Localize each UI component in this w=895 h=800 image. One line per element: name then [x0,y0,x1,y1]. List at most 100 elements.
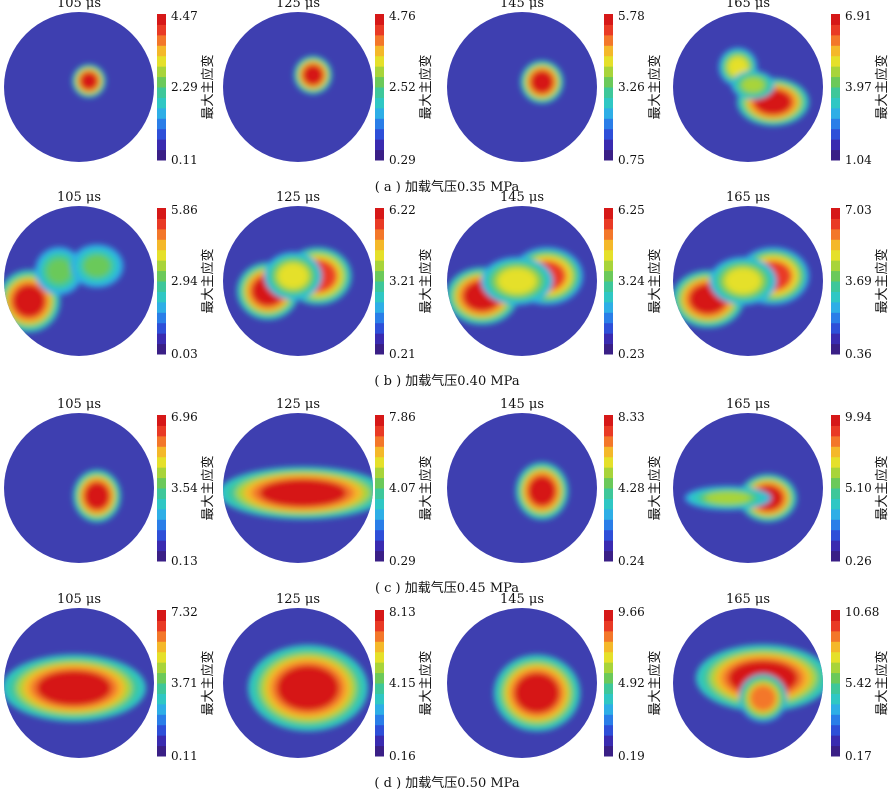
colorbar-segment [831,529,840,541]
colorbar-segment [831,693,840,705]
colorbar-segment [831,66,840,78]
strain-panel: 145 μs 9.66 4.92 0.19 最大主应变 [447,592,663,763]
colorbar-segment [157,714,166,726]
colorbar-segment [604,435,613,447]
colorbar-segment [157,107,166,119]
colorbar-segment [831,45,840,57]
colorbar-segment [831,630,840,642]
colorbar-segment [831,218,840,230]
colorbar-segment [604,620,613,632]
colorbar-tick: 4.07 [389,481,416,495]
colorbar-segment [157,24,166,36]
colorbar-segment [375,498,384,510]
strain-panel: 125 μs 8.13 4.15 0.16 最大主应变 [223,592,434,763]
colorbar-segment [831,724,840,736]
colorbar-segment [375,218,384,230]
colorbar-segment [375,672,384,684]
colorbar-segment [604,239,613,251]
colorbar-tick: 0.23 [618,347,645,361]
colorbar-segment [375,66,384,78]
colorbar-segment [604,208,613,219]
colorbar-segment [604,519,613,531]
panel-time-title: 125 μs [276,190,320,205]
colorbar-tick: 0.13 [171,554,198,568]
colorbar-tick: 4.47 [171,9,198,23]
colorbar-segment [604,724,613,736]
colorbar-segment [831,745,840,757]
strain-panel: 145 μs 6.25 3.24 0.23 最大主应变 [447,190,663,361]
panel-time-title: 165 μs [726,0,770,11]
colorbar-segment [604,477,613,489]
strain-contour [725,268,761,294]
colorbar-segment [375,735,384,747]
colorbar-segment [375,149,384,161]
colorbar-segment [604,540,613,552]
colorbar-segment [157,208,166,219]
colorbar-segment [375,322,384,334]
colorbar-segment [157,446,166,458]
colorbar-segment [157,14,166,25]
colorbar-tick: 9.94 [845,410,872,424]
colorbar-label: 最大主应变 [418,54,434,119]
colorbar-segment [604,446,613,458]
colorbar-segment [157,724,166,736]
colorbar-segment [831,281,840,292]
colorbar-segment [604,745,613,757]
colorbar-segment [375,343,384,355]
colorbar-segment [375,724,384,736]
strain-contour [277,665,339,711]
colorbar-segment [604,228,613,240]
colorbar-segment [604,149,613,161]
colorbar-segment [157,312,166,324]
colorbar-segment [157,519,166,531]
colorbar-segment [375,312,384,324]
colorbar-segment [157,620,166,632]
strain-panel: 165 μs 7.03 3.69 0.36 最大主应变 [673,190,890,361]
colorbar-segment [604,498,613,510]
colorbar-segment [831,76,840,88]
colorbar-segment [375,693,384,705]
colorbar-segment [831,87,840,98]
colorbar-segment [157,249,166,261]
colorbar-segment [604,66,613,78]
colorbar-segment [157,322,166,334]
colorbar-tick: 7.32 [171,605,198,619]
colorbar-segment [157,508,166,520]
colorbar-segment [831,703,840,715]
strain-panel: 165 μs 10.68 5.42 0.17 最大主应变 [673,592,890,763]
colorbar-segment [604,693,613,705]
colorbar-tick: 7.86 [389,410,416,424]
colorbar-label: 最大主应变 [200,455,216,520]
colorbar-segment [831,322,840,334]
colorbar-tick: 4.15 [389,676,416,690]
colorbar-segment [375,45,384,57]
colorbar-segment [604,550,613,562]
colorbar-segment [375,291,384,303]
strain-panel: 145 μs 5.78 3.26 0.75 最大主应变 [447,0,663,167]
colorbar-segment [604,333,613,345]
colorbar-tick: 7.03 [845,203,872,217]
colorbar-tick: 6.22 [389,203,416,217]
colorbar-segment [604,714,613,726]
colorbar-segment [604,128,613,140]
colorbar-tick: 0.03 [171,347,198,361]
colorbar-segment [375,14,384,25]
strain-panel: 125 μs 4.76 2.52 0.29 最大主应变 [223,0,434,167]
colorbar-segment [157,745,166,757]
strain-contour [83,254,111,278]
colorbar-segment [604,529,613,541]
colorbar-label: 最大主应变 [200,248,216,313]
colorbar-segment [604,76,613,88]
colorbar-label: 最大主应变 [647,650,663,715]
colorbar-segment [831,24,840,36]
colorbar-segment [375,118,384,130]
panel-time-title: 125 μs [276,592,320,607]
colorbar-segment [831,118,840,130]
colorbar-segment [831,641,840,653]
colorbar-tick: 4.76 [389,9,416,23]
colorbar-segment [604,343,613,355]
colorbar-tick: 0.16 [389,749,416,763]
colorbar-segment [831,139,840,151]
colorbar-tick: 2.94 [171,274,198,288]
